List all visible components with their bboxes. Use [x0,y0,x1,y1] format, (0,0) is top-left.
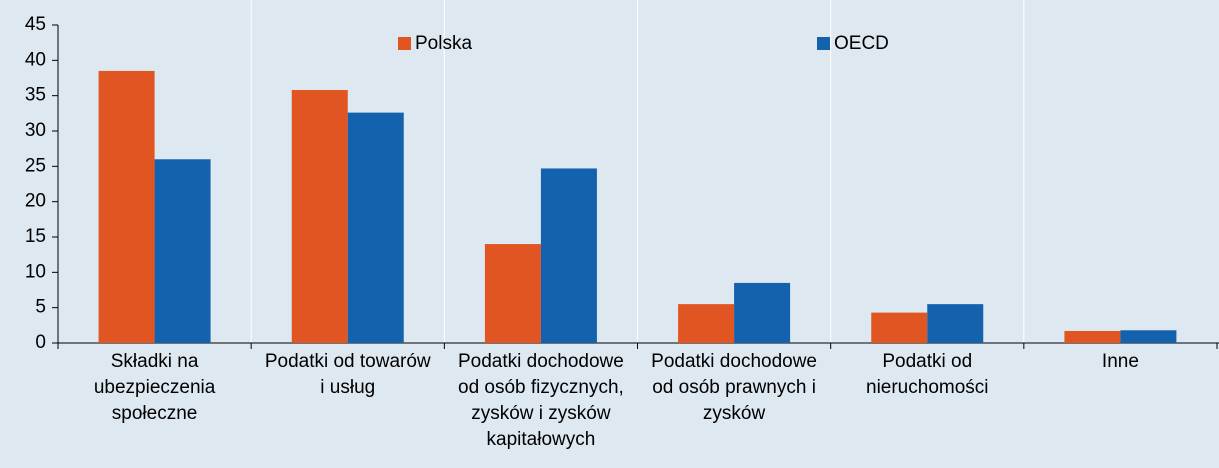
y-tick-label: 40 [25,49,46,70]
y-tick-label: 30 [25,120,46,141]
x-tick-label: Podatki dochodowe od osób fizycznych, zysk… [458,351,624,450]
x-tick-label-line: nieruchomości [866,377,989,398]
x-tick-label-line: Inne [1102,351,1139,372]
x-tick-label-line: zysków [703,403,766,424]
x-tick-label-line: ubezpieczenia [94,377,216,398]
x-tick-label: Podatki od towarów i usług [265,351,431,398]
bar [734,282,791,343]
x-tick-label-line: od osób prawnych i [652,377,816,398]
legend-swatch [398,37,411,50]
bar [347,112,404,343]
x-tick-label-line: kapitałowych [487,429,596,450]
legend-swatch [817,37,830,50]
y-tick-label: 20 [25,191,46,212]
bar [871,312,928,343]
y-tick-label: 0 [35,332,46,353]
x-tick-label: Podatki dochodowe od osób prawnych i zyskó… [651,351,817,424]
bar [540,168,597,343]
bar [1120,330,1177,343]
x-tick-label: Składki na ubezpieczenia społeczne [94,351,216,424]
x-tick-label-line: Podatki od towarów [265,351,431,372]
bar [1064,330,1121,343]
bar [927,304,984,343]
x-tick-label-line: Podatki dochodowe [458,351,624,372]
x-tick-label: Inne [1102,351,1139,372]
x-tick-label-line: Podatki dochodowe [651,351,817,372]
y-tick-label: 15 [25,226,46,247]
bar [291,90,348,343]
y-tick-label: 35 [25,85,46,106]
legend-label: Polska [415,33,472,54]
x-tick-label-line: zysków i zysków [471,403,611,424]
x-tick-label-line: społeczne [112,403,198,424]
x-tick-label-line: i usług [320,377,375,398]
x-tick-label-line: Składki na [111,351,199,372]
bar [98,70,155,343]
y-tick-label: 10 [25,261,46,282]
legend-label: OECD [834,33,889,54]
bar [484,244,541,343]
y-tick-label: 5 [35,297,46,318]
y-tick-label: 45 [25,14,46,35]
x-tick-label-line: od osób fizycznych, [458,377,624,398]
bar [678,304,735,343]
bar [154,159,211,343]
x-tick-label-line: Podatki od [882,351,972,372]
y-tick-label: 25 [25,155,46,176]
x-tick-label: Podatki od nieruchomości [866,351,989,398]
